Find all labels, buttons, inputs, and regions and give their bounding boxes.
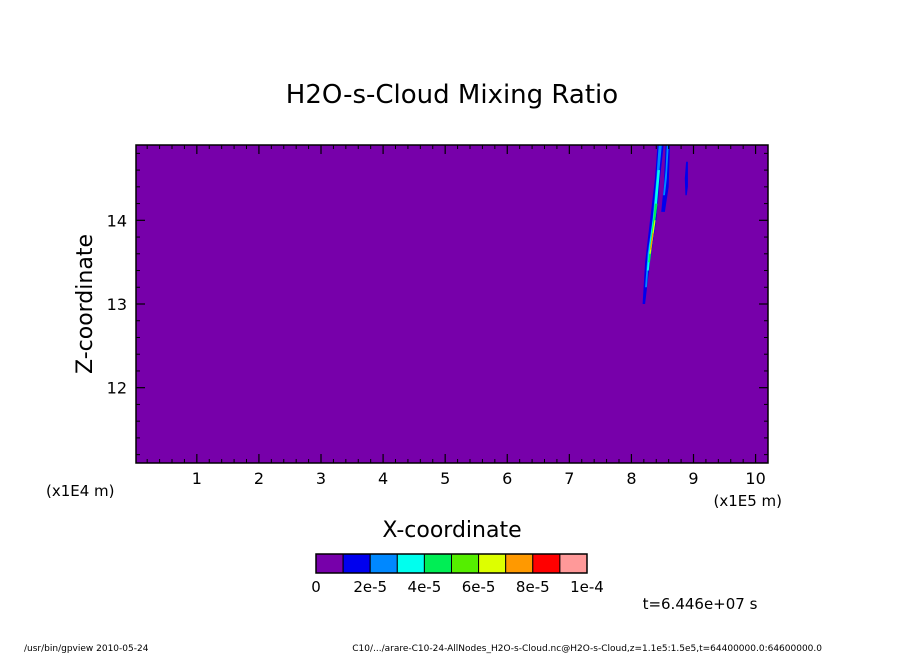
footer-left: /usr/bin/gpview 2010-05-24 [24, 644, 149, 654]
colorbar-frame [315, 553, 588, 574]
time-label: t=6.446e+07 s [643, 595, 758, 613]
x-axis-ticks: 1 2 3 4 5 6 7 8 9 10 [146, 145, 769, 488]
chart-title: H2O-s-Cloud Mixing Ratio [286, 80, 618, 110]
colorbar-swatch [478, 553, 507, 574]
plume-region-8 [684, 161, 688, 196]
plume-region-5 [650, 232, 654, 250]
colorbar-swatch [315, 553, 344, 574]
colorbar-label: 1e-4 [570, 578, 604, 596]
x-tick-label: 6 [502, 469, 512, 488]
plot-area [135, 144, 769, 464]
x-tick-label: 7 [564, 469, 574, 488]
cloud-plumes [642, 145, 688, 304]
y-tick-label: 14 [107, 211, 127, 230]
x-unit-right: (x1E5 m) [713, 492, 782, 510]
x-tick-label: 4 [378, 469, 388, 488]
x-tick-label: 9 [688, 469, 698, 488]
colorbar-swatch [505, 553, 534, 574]
x-tick-label: 3 [316, 469, 326, 488]
colorbar-swatch [451, 553, 480, 574]
colorbar-swatch [532, 553, 561, 574]
x-unit-left: (x1E4 m) [46, 482, 115, 500]
x-tick-label: 10 [745, 469, 765, 488]
y-tick-label: 12 [107, 379, 127, 398]
x-tick-label: 5 [440, 469, 450, 488]
y-axis-label: Z-coordinate [73, 234, 98, 374]
colorbar-label: 4e-5 [408, 578, 442, 596]
colorbar: 0 2e-5 4e-5 6e-5 8e-5 1e-4 [311, 553, 604, 596]
y-tick-label: 13 [107, 295, 127, 314]
colorbar-swatch [423, 553, 452, 574]
plot-background [136, 145, 768, 463]
colorbar-swatch [396, 553, 425, 574]
plume-region-7 [663, 145, 669, 196]
x-tick-label: 1 [192, 469, 202, 488]
colorbar-label: 2e-5 [353, 578, 387, 596]
x-tick-label: 8 [626, 469, 636, 488]
colorbar-label: 6e-5 [462, 578, 496, 596]
y-axis-ticks: 12 13 14 [107, 152, 768, 456]
x-axis-label: X-coordinate [382, 518, 521, 543]
colorbar-label: 8e-5 [516, 578, 550, 596]
colorbar-label: 0 [311, 578, 321, 596]
colorbar-swatch [369, 553, 398, 574]
colorbar-swatch [342, 553, 371, 574]
x-tick-label: 2 [254, 469, 264, 488]
colorbar-swatch [559, 553, 588, 574]
footer-right: C10/.../arare-C10-24-AllNodes_H2O-s-Clou… [352, 644, 822, 654]
